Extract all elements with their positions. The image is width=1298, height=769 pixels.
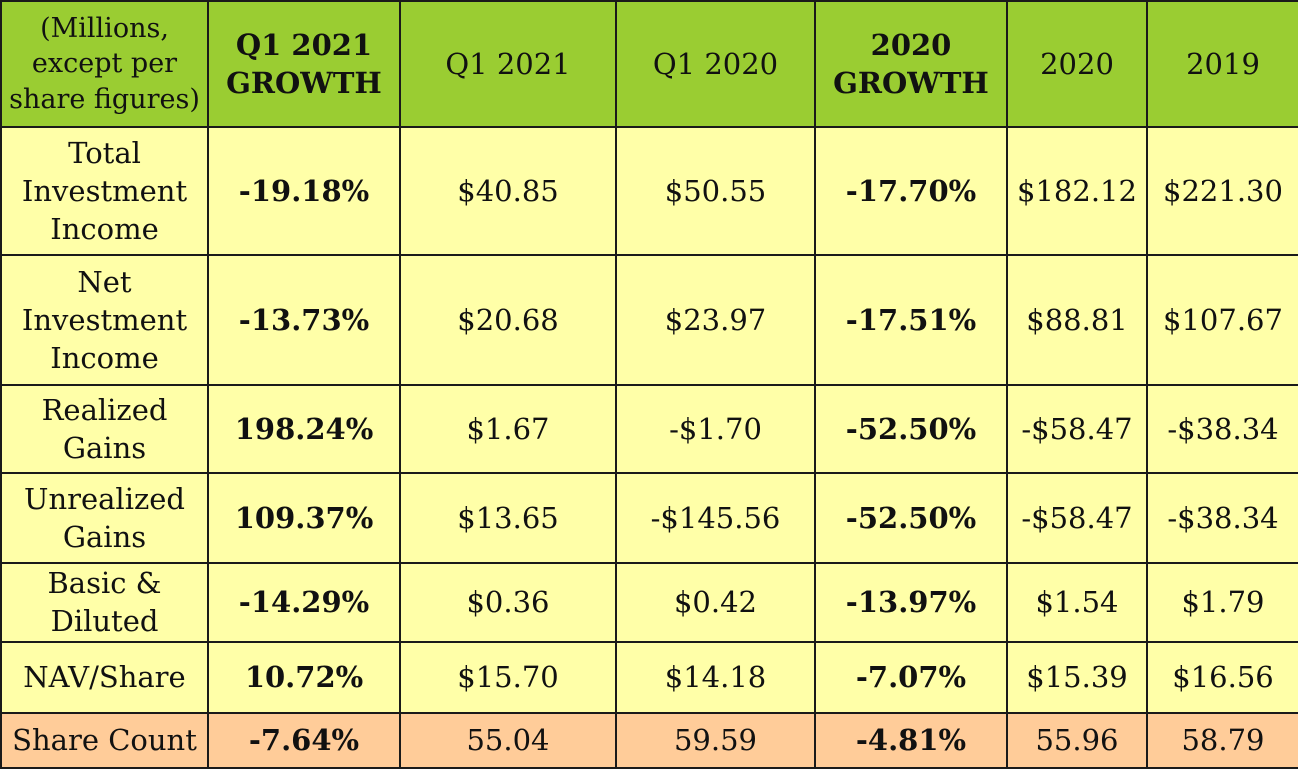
value-cell: $1.54	[1006, 562, 1148, 643]
value-cell: -$145.56	[615, 472, 816, 564]
table-row: Basic & Diluted -14.29% $0.36 $0.42 -13.97% $…	[0, 562, 1298, 643]
header-cell: 2019	[1146, 0, 1298, 128]
growth-cell: 198.24%	[207, 384, 401, 474]
header-cell: 2020	[1006, 0, 1148, 128]
header-cell: Q1 2020	[615, 0, 816, 128]
growth-cell: -7.64%	[207, 711, 401, 769]
value-cell: $107.67	[1146, 254, 1298, 386]
value-cell: $0.36	[399, 562, 617, 643]
header-row: (Millions, except per share figures) Q1 2…	[0, 0, 1298, 128]
table-row: Realized Gains 198.24% $1.67 -$1.70 -52.50% -…	[0, 384, 1298, 474]
growth-cell: -14.29%	[207, 562, 401, 643]
value-cell: -$38.34	[1146, 384, 1298, 474]
growth-cell: -17.51%	[814, 254, 1008, 386]
value-cell: $182.12	[1006, 126, 1148, 256]
row-label: Basic & Diluted	[0, 562, 209, 643]
value-cell: $88.81	[1006, 254, 1148, 386]
table-body: Total Investment Income -19.18% $40.85 $50.…	[0, 126, 1298, 769]
growth-cell: -17.70%	[814, 126, 1008, 256]
value-cell: -$58.47	[1006, 472, 1148, 564]
growth-cell: -13.73%	[207, 254, 401, 386]
value-cell: $0.42	[615, 562, 816, 643]
growth-cell: 10.72%	[207, 640, 401, 714]
growth-cell: 109.37%	[207, 472, 401, 564]
value-cell: $15.39	[1006, 640, 1148, 714]
value-cell: $15.70	[399, 640, 617, 714]
header-cell-description: (Millions, except per share figures)	[0, 0, 209, 128]
table-row: Share Count -7.64% 55.04 59.59 -4.81% 55.96 58…	[0, 711, 1298, 769]
value-cell: -$1.70	[615, 384, 816, 474]
value-cell: $23.97	[615, 254, 816, 386]
growth-cell: -13.97%	[814, 562, 1008, 643]
value-cell: -$38.34	[1146, 472, 1298, 564]
value-cell: 58.79	[1146, 711, 1298, 769]
value-cell: $1.67	[399, 384, 617, 474]
table-header: (Millions, except per share figures) Q1 2…	[0, 0, 1298, 128]
value-cell: 59.59	[615, 711, 816, 769]
value-cell: $20.68	[399, 254, 617, 386]
growth-cell: -52.50%	[814, 472, 1008, 564]
row-label: Realized Gains	[0, 384, 209, 474]
value-cell: $14.18	[615, 640, 816, 714]
header-cell: Q1 2021	[399, 0, 617, 128]
row-label: Share Count	[0, 711, 209, 769]
value-cell: $16.56	[1146, 640, 1298, 714]
table-row: Unrealized Gains 109.37% $13.65 -$145.56 -52…	[0, 472, 1298, 564]
growth-cell: -52.50%	[814, 384, 1008, 474]
value-cell: $13.65	[399, 472, 617, 564]
table-row: Net Investment Income -13.73% $20.68 $23.97…	[0, 254, 1298, 386]
value-cell: $221.30	[1146, 126, 1298, 256]
value-cell: 55.96	[1006, 711, 1148, 769]
value-cell: $1.79	[1146, 562, 1298, 643]
row-label: Unrealized Gains	[0, 472, 209, 564]
header-cell: Q1 2021 GROWTH	[207, 0, 401, 128]
value-cell: $50.55	[615, 126, 816, 256]
header-cell: 2020 GROWTH	[814, 0, 1008, 128]
value-cell: 55.04	[399, 711, 617, 769]
table-row: Total Investment Income -19.18% $40.85 $50.…	[0, 126, 1298, 256]
growth-cell: -19.18%	[207, 126, 401, 256]
row-label: NAV/Share	[0, 640, 209, 714]
row-label: Total Investment Income	[0, 126, 209, 256]
row-label: Net Investment Income	[0, 254, 209, 386]
growth-cell: -7.07%	[814, 640, 1008, 714]
table-row: NAV/Share 10.72% $15.70 $14.18 -7.07% $15.39 $…	[0, 640, 1298, 714]
growth-cell: -4.81%	[814, 711, 1008, 769]
value-cell: -$58.47	[1006, 384, 1148, 474]
value-cell: $40.85	[399, 126, 617, 256]
